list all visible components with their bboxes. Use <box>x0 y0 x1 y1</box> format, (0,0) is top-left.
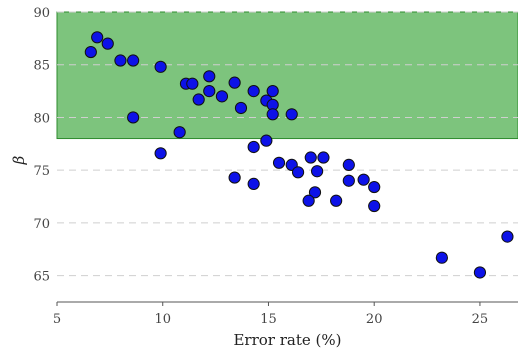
data-point <box>368 199 381 213</box>
data-point <box>357 173 370 186</box>
data-point <box>173 126 186 139</box>
y-tick-label: 85 <box>33 59 50 74</box>
data-point <box>317 151 330 164</box>
y-tick-label: 75 <box>33 164 50 179</box>
data-point <box>101 37 114 50</box>
x-tick-label: 15 <box>260 312 277 327</box>
data-point <box>342 158 355 172</box>
data-point <box>368 180 381 194</box>
data-point <box>291 166 305 179</box>
data-point <box>308 186 322 199</box>
data-point <box>203 84 216 98</box>
data-point <box>203 70 216 83</box>
data-point <box>266 108 279 121</box>
data-point <box>114 54 127 67</box>
x-tick-label: 25 <box>472 312 489 327</box>
data-point <box>501 230 514 243</box>
data-point <box>272 156 286 169</box>
y-tick-label: 90 <box>33 6 50 21</box>
data-point <box>154 147 167 160</box>
x-axis-ticks: 5 10 15 20 25 <box>53 302 488 327</box>
data-point <box>228 76 241 89</box>
data-point <box>304 151 317 164</box>
data-point <box>228 171 241 184</box>
data-point <box>247 140 260 154</box>
data-point <box>473 266 487 279</box>
data-point <box>266 84 279 98</box>
data-point <box>127 111 140 124</box>
data-point <box>311 165 324 178</box>
data-point <box>247 177 260 190</box>
data-point <box>435 251 448 264</box>
data-point <box>154 60 167 73</box>
data-point <box>330 194 343 207</box>
data-point <box>234 101 248 115</box>
x-axis-label: Error rate (%) <box>233 331 341 349</box>
data-point <box>192 93 205 106</box>
highlight-region <box>56 11 518 140</box>
x-tick-label: 20 <box>366 312 383 327</box>
data-point <box>285 108 298 121</box>
data-point <box>127 54 140 67</box>
data-point <box>302 194 315 207</box>
data-point <box>247 84 260 98</box>
x-tick-label: 10 <box>154 312 171 327</box>
data-point <box>342 174 355 187</box>
data-point <box>260 134 273 147</box>
y-axis-label: β <box>10 155 28 165</box>
data-point <box>91 31 104 44</box>
data-points <box>84 31 514 279</box>
y-tick-label: 70 <box>33 217 50 232</box>
data-point <box>84 45 97 59</box>
x-tick-label: 5 <box>53 312 61 327</box>
y-tick-label: 80 <box>33 111 50 126</box>
y-axis-ticks: 65 70 75 80 85 90 <box>33 6 50 285</box>
data-point <box>215 90 229 103</box>
data-point <box>186 77 199 90</box>
y-tick-label: 65 <box>33 270 50 285</box>
